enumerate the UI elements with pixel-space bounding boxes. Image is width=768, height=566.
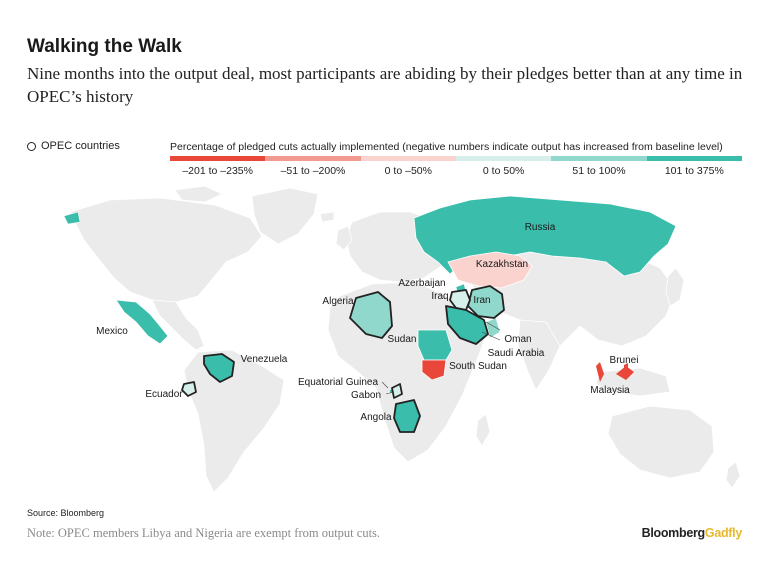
- footnote: Note: OPEC members Libya and Nigeria are…: [27, 526, 381, 540]
- country-mexico: [115, 299, 169, 345]
- label-kazakhstan: Kazakhstan: [476, 259, 528, 270]
- legend-title: Percentage of pledged cuts actually impl…: [170, 141, 723, 153]
- label-malaysia: Malaysia: [590, 385, 630, 396]
- label-venezuela: Venezuela: [241, 354, 288, 365]
- country-malaysia-borneo: [616, 366, 634, 380]
- legend-swatch-3: [360, 156, 456, 161]
- country-venezuela: [203, 353, 235, 383]
- legend-label-1: –201 to –235%: [182, 165, 253, 177]
- color-legend: Percentage of pledged cuts actually impl…: [170, 141, 742, 177]
- country-sudan: [417, 329, 453, 361]
- label-south-sudan: South Sudan: [449, 361, 507, 372]
- legend-label-2: –51 to –200%: [280, 165, 346, 177]
- label-azerbaijan: Azerbaijan: [398, 278, 445, 289]
- label-algeria: Algeria: [322, 296, 354, 307]
- world-map: Russia Kazakhstan Azerbaijan Iraq Iran A…: [63, 185, 741, 493]
- legend-label-6: 101 to 375%: [664, 165, 724, 177]
- legend-label-3: 0 to –50%: [384, 165, 432, 177]
- country-brunei: [624, 363, 628, 369]
- label-sudan: Sudan: [388, 334, 417, 345]
- country-angola: [393, 399, 421, 433]
- label-iran: Iran: [473, 295, 490, 306]
- country-greenland-patch: [63, 211, 81, 225]
- label-oman: Oman: [504, 334, 531, 345]
- legend-swatch-1: [170, 156, 266, 161]
- leader-lines: [381, 321, 501, 395]
- label-equatorial-guinea: Equatorial Guinea: [298, 377, 378, 388]
- opec-outline-icon: [27, 141, 36, 151]
- label-brunei: Brunei: [610, 355, 639, 366]
- country-south-sudan: [421, 359, 447, 381]
- label-mexico: Mexico: [96, 326, 128, 337]
- opec-legend: OPEC countries: [27, 140, 120, 152]
- legend-label-5: 51 to 100%: [572, 165, 626, 177]
- legend-swatch-4: [455, 156, 552, 161]
- legend-color-bar: [170, 156, 742, 161]
- country-ecuador: [181, 381, 197, 397]
- opec-legend-label: OPEC countries: [41, 140, 120, 152]
- opec-countries: [181, 285, 505, 433]
- legend-labels: –201 to –235% –51 to –200% 0 to –50% 0 t…: [170, 165, 742, 177]
- country-labels: Russia Kazakhstan Azerbaijan Iraq Iran A…: [96, 222, 638, 423]
- legend-swatch-5: [551, 156, 647, 161]
- label-russia: Russia: [525, 222, 556, 233]
- country-saudi-arabia: [445, 305, 489, 345]
- label-ecuador: Ecuador: [145, 389, 183, 400]
- country-malaysia-peninsula: [596, 362, 604, 382]
- label-gabon: Gabon: [351, 390, 381, 401]
- legend-swatch-6: [646, 156, 742, 161]
- source-note: Source: Bloomberg: [27, 508, 105, 518]
- chart-title: Walking the Walk: [27, 36, 182, 57]
- chart-subtitle: Nine months into the output deal, most p…: [27, 64, 743, 106]
- country-gabon: [391, 383, 403, 399]
- legend-label-4: 0 to 50%: [482, 165, 525, 177]
- label-iraq: Iraq: [431, 291, 448, 302]
- country-kazakhstan: [447, 251, 533, 289]
- country-oman: [485, 317, 501, 339]
- label-saudi-arabia: Saudi Arabia: [488, 348, 545, 359]
- brand-logo-part-1: Bloomberg: [641, 526, 706, 540]
- legend-swatch-2: [265, 156, 361, 161]
- label-angola: Angola: [360, 412, 392, 423]
- brand-logo: BloombergGadfly: [641, 526, 743, 540]
- country-iran: [467, 285, 505, 319]
- brand-logo-part-2: Gadfly: [704, 526, 742, 540]
- country-algeria: [349, 291, 393, 339]
